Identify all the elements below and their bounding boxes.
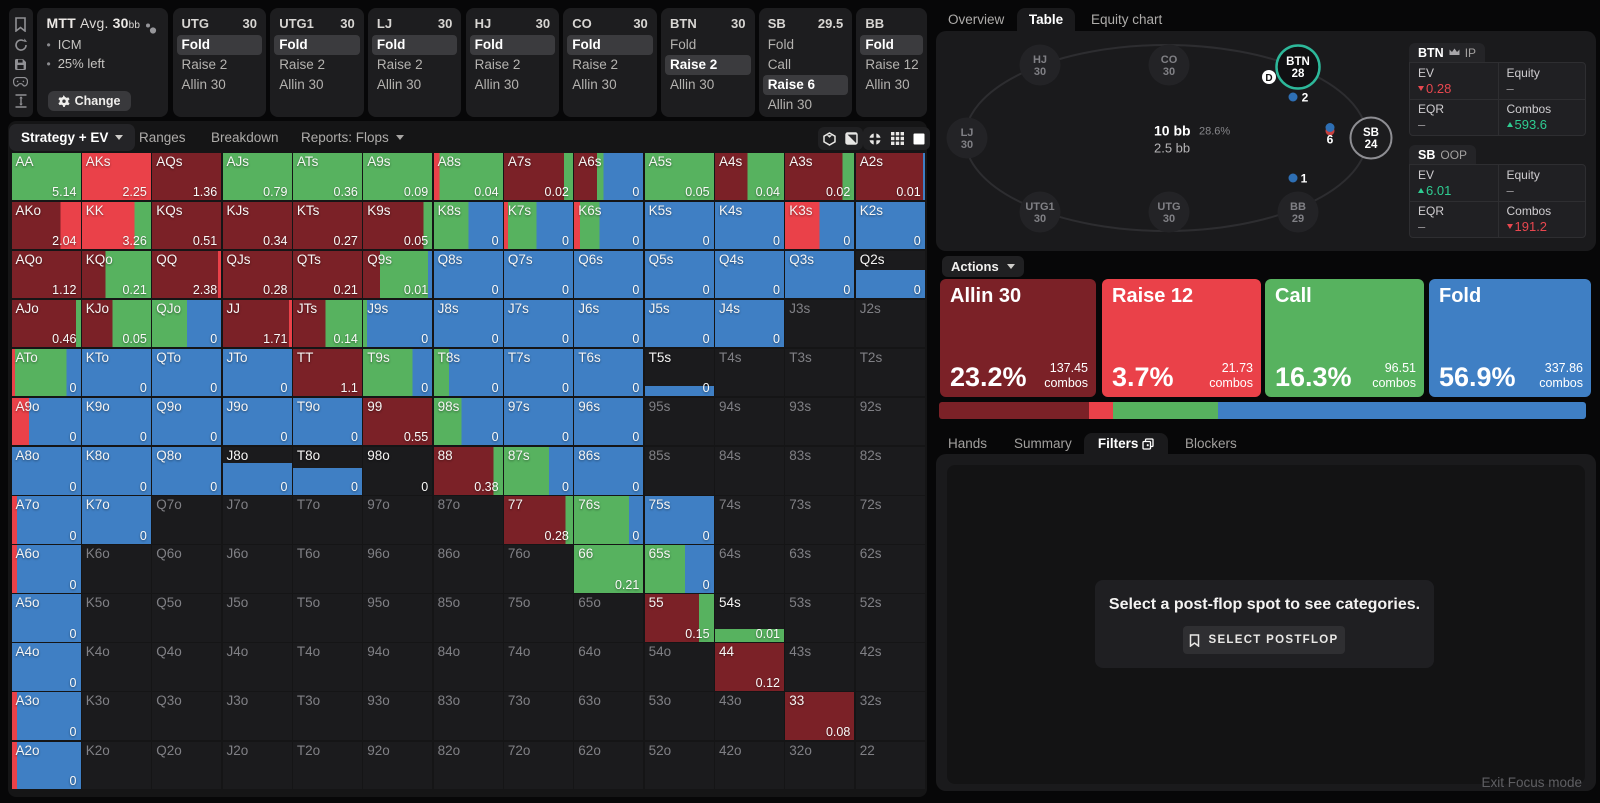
svg-text:28.6%: 28.6%: [1199, 126, 1230, 138]
svg-text:30: 30: [961, 139, 973, 151]
svg-text:D: D: [1265, 73, 1272, 84]
svg-text:30: 30: [1163, 213, 1175, 225]
svg-text:6: 6: [1327, 133, 1334, 147]
svg-text:28: 28: [1292, 68, 1305, 80]
svg-text:30: 30: [1034, 66, 1046, 78]
svg-text:UTG: UTG: [1157, 201, 1180, 213]
svg-text:30: 30: [1163, 66, 1175, 78]
svg-text:BTN: BTN: [1286, 56, 1310, 68]
svg-text:HJ: HJ: [1033, 54, 1047, 66]
svg-text:LJ: LJ: [961, 127, 974, 139]
svg-text:2.5 bb: 2.5 bb: [1154, 141, 1190, 156]
svg-text:BB: BB: [1290, 201, 1306, 213]
svg-text:10 bb: 10 bb: [1154, 123, 1191, 139]
svg-text:UTG1: UTG1: [1025, 201, 1054, 213]
svg-text:SB: SB: [1363, 127, 1379, 139]
svg-text:1: 1: [1301, 172, 1308, 186]
svg-text:24: 24: [1365, 139, 1378, 151]
svg-text:30: 30: [1034, 213, 1046, 225]
svg-text:2: 2: [1302, 91, 1309, 105]
svg-text:CO: CO: [1161, 54, 1178, 66]
svg-text:29: 29: [1292, 213, 1304, 225]
